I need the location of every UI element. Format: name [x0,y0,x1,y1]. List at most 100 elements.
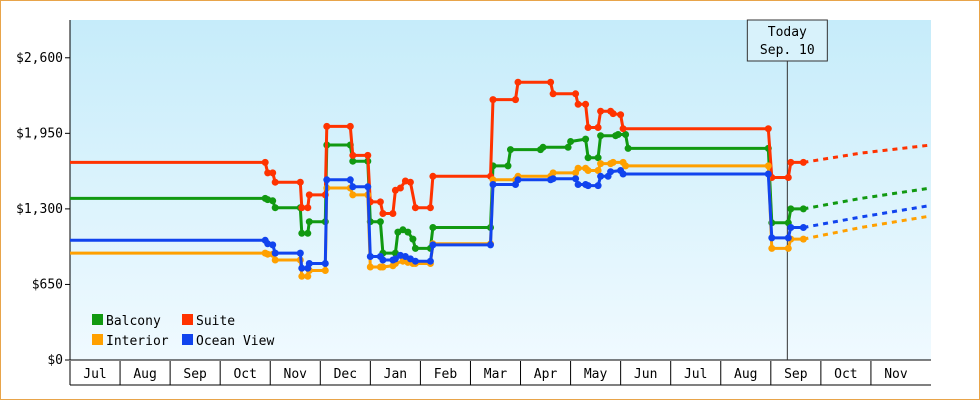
data-point [504,162,512,170]
data-point [389,210,397,217]
data-point [597,160,605,168]
axes: $0 $650 $1,300 $1,950 $2,600 Jul Aug Sep Oct Nov D… [16,20,931,386]
month-label: Oct [233,367,256,382]
data-point [379,263,387,271]
data-point [584,182,592,190]
series-ocean-view [70,167,932,272]
data-point [305,218,313,226]
month-label: Sep [183,367,207,382]
data-point [346,122,354,130]
data-point [404,228,412,236]
data-point [411,204,419,212]
data-point [617,111,625,119]
data-point [514,78,522,86]
plot-background [70,20,931,360]
today-label: Today [768,25,807,40]
month-label: Aug [734,367,757,382]
data-point [549,90,557,98]
legend-swatch [92,314,103,325]
data-point [574,100,582,108]
today-box [746,19,828,62]
data-point [594,154,602,162]
data-point [487,241,494,249]
data-point [539,143,547,151]
month-label: Jan [384,367,407,382]
data-point [768,244,776,252]
data-point [594,124,602,131]
data-point [364,183,372,191]
data-point [507,146,514,154]
data-point [366,263,374,271]
data-point [764,170,772,178]
data-point [396,184,404,192]
data-point [271,204,279,212]
data-point [429,172,437,180]
data-point [549,169,557,177]
today-marker: Today Sep. 10 [746,19,828,360]
month-label: Nov [284,367,308,382]
data-point [787,205,795,213]
data-point [799,224,807,231]
month-label: Dec [334,367,357,382]
data-point [349,157,357,165]
month-label: Sep [784,367,808,382]
data-point [514,176,522,184]
data-point [582,100,590,108]
data-point [379,256,387,264]
legend-label: Suite [196,314,235,329]
data-point [269,169,277,177]
month-label: Feb [434,367,458,382]
data-point [609,110,617,118]
data-point [379,210,387,217]
data-point [619,170,627,178]
data-point [574,181,582,188]
data-point [584,167,592,174]
month-label: Apr [534,367,558,382]
data-point [594,167,602,174]
data-point [764,162,772,170]
data-point [269,197,277,205]
data-point [572,90,580,98]
data-point [799,158,807,166]
data-point [296,249,304,257]
data-point [429,224,437,231]
data-point [619,125,627,133]
data-point [787,224,795,231]
data-point [489,181,497,188]
data-point [321,267,329,274]
data-point [567,138,575,145]
data-point [349,191,357,199]
y-tick-label: $2,600 [16,51,63,66]
data-point [764,125,772,133]
data-point [607,168,615,176]
data-point [489,96,497,104]
data-point [799,235,807,243]
data-point [784,244,792,252]
data-point [426,257,434,265]
month-label: Jun [634,367,657,382]
data-point [304,272,312,280]
data-point [564,143,572,151]
data-point [409,235,417,243]
data-point [391,255,399,263]
legend-label: Ocean View [196,334,274,349]
data-point [584,154,592,162]
data-point [597,172,605,180]
data-point [512,96,519,104]
data-point [429,241,437,249]
data-point [426,204,434,212]
data-point [784,174,792,181]
legend-swatch [92,334,103,345]
data-point [304,204,312,212]
data-point [298,229,306,237]
data-point [298,204,306,212]
data-point [264,169,272,177]
legend-label: Interior [106,334,169,349]
data-point [364,151,372,159]
month-label: Oct [834,367,857,382]
data-point [271,178,279,186]
data-point [411,244,419,252]
y-tick-label: $650 [32,277,63,292]
data-point [597,132,605,140]
legend-label: Balcony [106,314,161,329]
